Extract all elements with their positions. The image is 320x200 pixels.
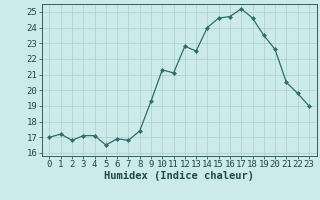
X-axis label: Humidex (Indice chaleur): Humidex (Indice chaleur): [104, 171, 254, 181]
